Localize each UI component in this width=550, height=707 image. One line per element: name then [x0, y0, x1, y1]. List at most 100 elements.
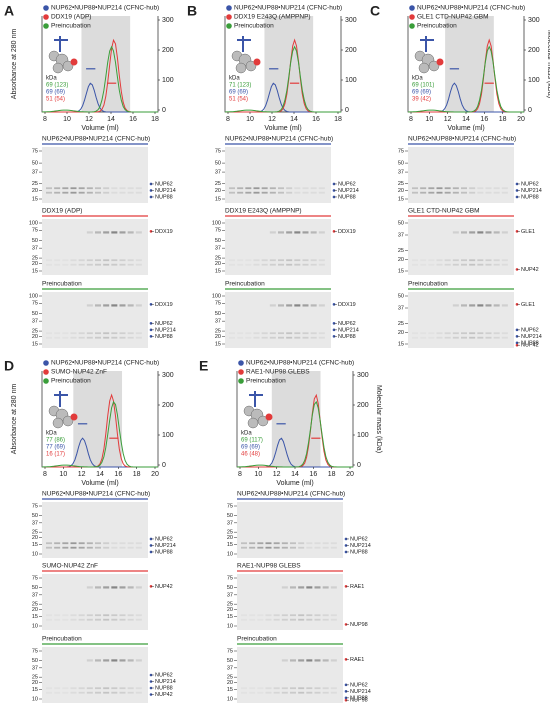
marker-label: 37	[215, 170, 221, 176]
marker-label: 15	[215, 341, 221, 347]
gel-band	[70, 259, 77, 262]
band-label: GLE1	[521, 302, 535, 308]
gel-band	[103, 187, 110, 190]
gel-band	[111, 332, 118, 335]
band-label: NUP88	[338, 194, 356, 200]
band-label: NUP214	[521, 334, 542, 340]
gel-band	[62, 546, 69, 549]
gel-band	[249, 692, 255, 694]
gel-title: Preincubation	[42, 636, 82, 643]
axes	[224, 16, 342, 113]
marker-label: 25	[227, 675, 233, 681]
y2-tick-label: 300	[528, 17, 540, 24]
gel	[42, 147, 148, 203]
gel-band	[273, 542, 280, 545]
legend-marker	[43, 23, 49, 29]
x-tick-label: 18	[328, 471, 336, 478]
marker-label: 50	[227, 585, 233, 591]
legend-label: Preincubation	[51, 23, 91, 30]
gel-title: DDX19 E243Q (AMPPNP)	[225, 208, 302, 215]
gel-band	[452, 332, 459, 335]
gel	[225, 147, 331, 203]
legend-marker	[238, 369, 244, 375]
gel-band	[78, 332, 85, 335]
kda-value: 77 (86)	[46, 438, 65, 444]
gel-band	[119, 336, 126, 339]
gel-band	[294, 332, 301, 335]
x-tick-label: 20	[346, 471, 354, 478]
gel-band	[294, 191, 301, 194]
gel-band	[302, 187, 309, 190]
band-label: NUP62	[350, 536, 368, 542]
marker-label: 25	[32, 602, 38, 608]
gel-band	[302, 336, 309, 339]
marker-label: 15	[215, 196, 221, 202]
gel-band	[452, 231, 459, 234]
gel-band	[469, 336, 476, 339]
gel-band	[249, 687, 255, 689]
gel-band	[436, 336, 443, 339]
gel-band	[46, 259, 52, 261]
marker-label: 20	[32, 261, 38, 267]
marker-label: 75	[227, 648, 233, 654]
gel-band	[78, 263, 85, 266]
marker-label: 37	[215, 319, 221, 325]
gel-band	[412, 259, 418, 261]
marker-label: 75	[32, 148, 38, 154]
cartoon	[249, 391, 263, 407]
gel-band	[95, 263, 101, 266]
gel-band	[273, 687, 280, 690]
gel-band	[278, 231, 284, 234]
gel-band	[461, 332, 467, 335]
gel-band	[78, 187, 85, 190]
gel-band	[249, 614, 255, 616]
gel-band	[237, 259, 243, 261]
gel-band	[249, 542, 256, 545]
gel-band	[119, 263, 126, 266]
gel-band	[477, 332, 484, 335]
cartoon	[253, 58, 261, 66]
gel-band	[86, 546, 93, 549]
y2-tick-label: 100	[162, 77, 174, 84]
y2-tick-label: 200	[528, 47, 540, 54]
gel-band	[70, 691, 77, 694]
kda-title: kDa	[46, 431, 57, 437]
cartoon	[70, 58, 78, 66]
gel-band	[257, 687, 264, 690]
gel-band	[501, 336, 508, 339]
gel-band	[229, 187, 235, 190]
gel-band	[278, 332, 284, 335]
gel-band	[310, 263, 317, 266]
gel-band	[322, 687, 329, 690]
band-label: NUP214	[155, 543, 176, 549]
gel-band	[428, 332, 435, 335]
gel-band	[485, 263, 492, 266]
marker-label: 25	[215, 329, 221, 335]
gel-band	[281, 546, 288, 549]
gel-band	[119, 691, 126, 694]
band-label: NUP88	[155, 685, 173, 691]
gel-band	[461, 191, 467, 194]
gel-band	[273, 691, 280, 694]
y2-tick-label: 300	[357, 372, 369, 379]
x-tick-label: 16	[129, 116, 137, 123]
marker-label: 20	[227, 680, 233, 686]
marker-label: 50	[398, 220, 404, 226]
gel-band	[257, 614, 264, 617]
gel-band	[273, 618, 280, 621]
gel-band	[135, 687, 142, 690]
gel-band	[286, 231, 293, 234]
band-label: NUP88	[350, 695, 368, 701]
x-tick-label: 20	[517, 116, 525, 123]
x-axis-label: Volume (ml)	[81, 480, 118, 487]
gel-band	[469, 191, 476, 194]
gel-band	[412, 337, 418, 339]
gel-band	[318, 332, 325, 335]
cartoon	[237, 36, 251, 52]
gel-band	[330, 614, 337, 617]
band-label: NUP62	[338, 181, 356, 187]
gel-band	[306, 546, 313, 549]
gel-band	[95, 187, 101, 190]
gel-band	[302, 231, 309, 234]
gel-band	[461, 231, 467, 234]
